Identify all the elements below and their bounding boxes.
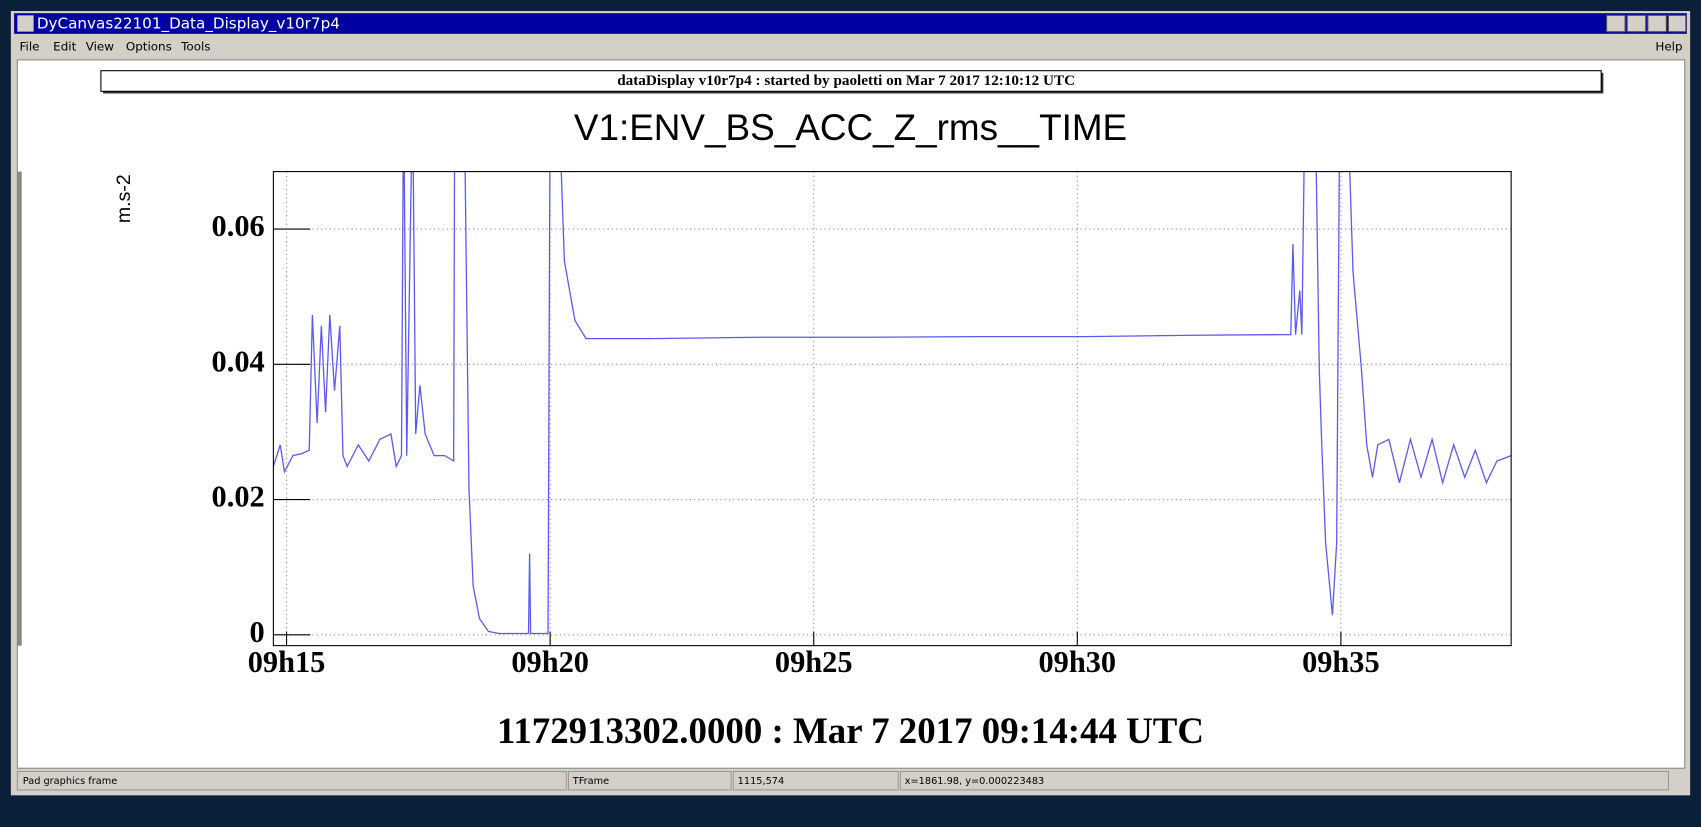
window-title: DyCanvas22101_Data_Display_v10r7p4 bbox=[37, 15, 340, 34]
x-tick-label: 09h25 bbox=[775, 645, 853, 679]
menu-item[interactable]: File bbox=[20, 39, 40, 53]
status-cell bbox=[16, 770, 567, 791]
x-tick-label: 09h35 bbox=[1302, 645, 1380, 679]
x-tick-label: 09h15 bbox=[248, 645, 326, 679]
canvas bbox=[16, 59, 1686, 769]
window-button[interactable] bbox=[1667, 14, 1687, 33]
window-button[interactable] bbox=[1647, 14, 1667, 33]
status-cell bbox=[732, 770, 899, 791]
menu-item[interactable]: View bbox=[86, 39, 115, 53]
header-box bbox=[100, 70, 1602, 92]
x-tick-label: 09h20 bbox=[511, 645, 589, 679]
status-text: x=1861.98, y=0.000223483 bbox=[905, 776, 1045, 787]
status-cell bbox=[899, 770, 1669, 791]
y-axis-label: m.s-2 bbox=[113, 174, 135, 223]
menu-item[interactable]: Help bbox=[1655, 39, 1682, 53]
x-axis-label: 1172913302.0000 : Mar 7 2017 09:14:44 UT… bbox=[497, 710, 1204, 751]
title-bar bbox=[14, 13, 1687, 34]
status-text: TFrame bbox=[572, 776, 609, 787]
y-tick-label: 0.02 bbox=[212, 480, 265, 514]
plot: 0 0.02 0.04 0.06 09h15 09h20 09h25 09h30 09h35 bbox=[212, 171, 1512, 679]
x-tick-label: 09h30 bbox=[1038, 645, 1116, 679]
status-cell bbox=[567, 770, 732, 791]
data-line bbox=[273, 171, 1512, 635]
window-button[interactable] bbox=[1606, 14, 1626, 33]
menu-item[interactable]: Tools bbox=[180, 39, 210, 53]
y-tick-label: 0.04 bbox=[212, 344, 265, 378]
window-icon[interactable] bbox=[17, 15, 34, 32]
menu-item[interactable]: Options bbox=[126, 39, 172, 53]
chart-title: V1:ENV_BS_ACC_Z_rms__TIME bbox=[574, 107, 1127, 148]
menu-item[interactable]: Edit bbox=[53, 39, 76, 53]
status-text: Pad graphics frame bbox=[23, 776, 117, 787]
header: dataDisplay v10r7p4 : started by paolett… bbox=[617, 72, 1075, 89]
y-tick-label: 0.06 bbox=[212, 209, 265, 243]
side-bar bbox=[17, 171, 22, 646]
y-tick-label: 0 bbox=[250, 615, 265, 649]
window-button[interactable] bbox=[1626, 14, 1647, 33]
frame bbox=[272, 171, 1512, 647]
status-text: 1115,574 bbox=[738, 776, 785, 787]
